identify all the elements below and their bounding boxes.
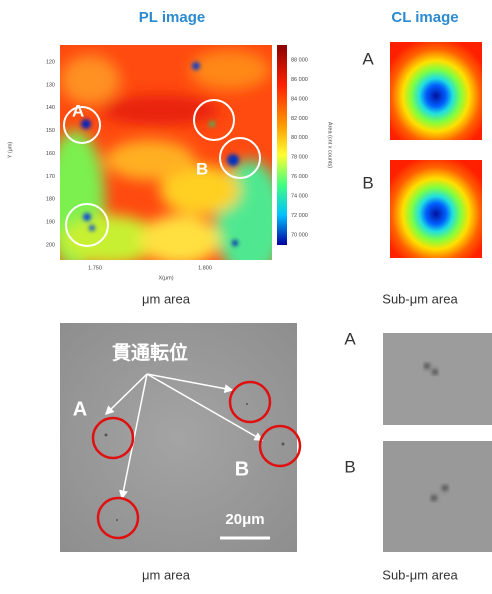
colorbar-tick-label: 80 000 <box>291 135 308 141</box>
header: PL image <box>139 9 205 26</box>
axis-label: X(μm) <box>158 275 173 281</box>
y-tick-label: 190 <box>46 220 55 226</box>
y-tick-label: 130 <box>46 82 55 88</box>
caption: Sub-μm area <box>382 291 458 306</box>
y-tick-label: 180 <box>46 197 55 203</box>
caption: μm area <box>142 291 191 306</box>
cl-map <box>390 42 482 140</box>
pl-map <box>60 45 272 260</box>
y-tick-label: 120 <box>46 59 55 65</box>
axis-label: Area (cnt x counts) <box>327 122 333 168</box>
y-tick-label: 200 <box>46 242 55 248</box>
x-tick-label: 1.750 <box>88 265 102 271</box>
caption: Sub-μm area <box>382 567 458 582</box>
colorbar-tick-label: 76 000 <box>291 174 308 180</box>
y-tick-label: 150 <box>46 128 55 134</box>
colorbar-tick-label: 86 000 <box>291 77 308 83</box>
colorbar-tick-label: 72 000 <box>291 213 308 219</box>
y-tick-label: 140 <box>46 105 55 111</box>
label: B <box>344 457 355 476</box>
marker: B <box>196 159 208 178</box>
annotation: 貫通転位 <box>112 341 188 364</box>
colorbar <box>277 45 287 245</box>
marker: A <box>73 398 87 420</box>
colorbar-tick-label: 88 000 <box>291 57 308 63</box>
colorbar-tick-label: 74 000 <box>291 194 308 200</box>
sem-sub-image <box>383 333 492 425</box>
marker: A <box>72 101 84 120</box>
caption: μm area <box>142 567 191 582</box>
y-tick-label: 160 <box>46 151 55 157</box>
colorbar-tick-label: 82 000 <box>291 116 308 122</box>
marker: B <box>235 458 249 480</box>
colorbar-tick-label: 78 000 <box>291 155 308 161</box>
cl-map <box>390 160 482 258</box>
label: A <box>344 329 356 348</box>
scale-label: 20μm <box>225 511 264 528</box>
colorbar-tick-label: 70 000 <box>291 232 308 238</box>
label: B <box>362 173 373 192</box>
label: A <box>362 49 374 68</box>
y-tick-label: 170 <box>46 174 55 180</box>
colorbar-tick-label: 84 000 <box>291 96 308 102</box>
x-tick-label: 1.800 <box>198 265 212 271</box>
header: CL image <box>391 9 458 26</box>
sem-sub-image <box>383 441 492 552</box>
axis-label: Y (μm) <box>7 142 13 159</box>
